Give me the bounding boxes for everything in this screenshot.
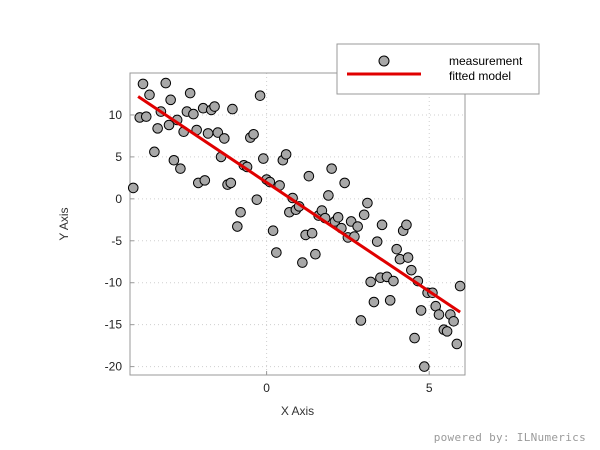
legend-label-fitted-model: fitted model <box>449 69 511 83</box>
plot-area-frame <box>129 72 466 376</box>
legend-label-measurement: measurement <box>449 54 523 68</box>
data-point <box>433 309 445 320</box>
data-point <box>232 221 243 232</box>
y-axis-title: Y Axis <box>57 207 71 240</box>
data-point <box>310 248 321 260</box>
data-point <box>152 123 163 134</box>
y-tick-label: 5 <box>115 150 122 164</box>
data-point <box>235 206 246 218</box>
data-point <box>355 315 367 326</box>
data-point <box>454 280 466 292</box>
y-tick-label: -5 <box>111 234 122 248</box>
data-point <box>441 326 453 337</box>
legend-measurement-marker <box>378 55 390 67</box>
data-point <box>376 219 388 231</box>
data-point <box>248 128 259 140</box>
y-tick-label: 0 <box>115 192 122 206</box>
data-point <box>219 133 230 144</box>
data-point <box>352 221 363 232</box>
data-point <box>163 119 175 131</box>
data-point <box>391 243 402 255</box>
data-point <box>199 175 211 186</box>
x-tick-label: 0 <box>263 381 270 395</box>
data-point <box>144 89 155 101</box>
data-point <box>326 163 337 174</box>
data-point <box>297 257 308 268</box>
data-point <box>227 103 238 115</box>
fitted-model-line-group <box>137 95 461 314</box>
data-point <box>165 94 176 106</box>
data-point <box>339 177 350 189</box>
legend: measurement fitted model <box>336 43 540 95</box>
powered-by-footer: powered by: ILNumerics <box>433 431 586 444</box>
data-point <box>251 194 263 205</box>
data-point <box>451 338 463 350</box>
data-point <box>401 219 412 231</box>
data-point <box>254 90 266 101</box>
data-point <box>209 101 220 112</box>
data-point <box>384 295 396 306</box>
data-point <box>368 296 380 308</box>
data-point <box>140 111 152 122</box>
data-point <box>332 211 344 223</box>
data-point <box>358 209 370 221</box>
data-point <box>184 87 196 99</box>
data-point <box>362 197 373 209</box>
x-axis-title: X Axis <box>281 404 314 418</box>
data-point <box>175 163 186 174</box>
fitted-model-line <box>137 95 461 314</box>
data-point <box>168 154 180 166</box>
data-point <box>127 182 139 194</box>
data-point <box>448 316 459 327</box>
data-point <box>388 275 399 287</box>
data-point <box>225 177 237 189</box>
y-tick-label: 10 <box>109 108 123 122</box>
y-tick-label: -10 <box>105 276 123 290</box>
data-point <box>188 108 199 120</box>
axis-ticks: 10 5 0 -5 -10 -15 -20 0 5 <box>105 108 433 395</box>
data-point <box>212 127 224 138</box>
data-point <box>202 128 214 139</box>
data-point <box>271 247 282 258</box>
data-point <box>323 190 334 201</box>
y-tick-label: -20 <box>105 360 123 374</box>
data-point <box>406 264 417 276</box>
data-point <box>306 227 318 239</box>
data-point <box>415 305 427 316</box>
data-point <box>137 78 149 90</box>
data-point <box>258 153 269 164</box>
y-tick-label: -15 <box>105 318 123 332</box>
data-point <box>371 236 383 247</box>
data-point <box>149 146 160 158</box>
data-point <box>365 276 376 288</box>
data-point <box>409 332 420 344</box>
data-point <box>280 149 292 160</box>
data-point <box>402 252 414 263</box>
data-point <box>303 170 315 182</box>
legend-box <box>336 43 540 95</box>
data-point <box>419 361 430 372</box>
data-point <box>267 225 279 237</box>
x-tick-label: 5 <box>426 381 433 395</box>
data-point <box>160 77 172 89</box>
